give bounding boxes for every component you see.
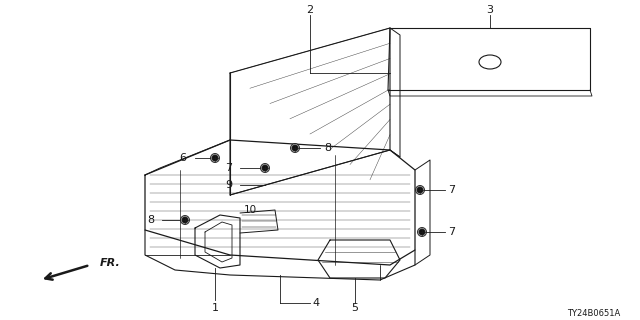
Text: TY24B0651A: TY24B0651A bbox=[567, 308, 620, 317]
Circle shape bbox=[260, 164, 269, 172]
Text: 7: 7 bbox=[449, 227, 456, 237]
Text: 9: 9 bbox=[225, 180, 232, 190]
Circle shape bbox=[262, 165, 268, 171]
Text: 3: 3 bbox=[486, 5, 493, 15]
Text: 7: 7 bbox=[225, 163, 232, 173]
Text: 10: 10 bbox=[243, 205, 257, 215]
Text: 8: 8 bbox=[324, 143, 332, 153]
Circle shape bbox=[415, 186, 424, 195]
Circle shape bbox=[417, 228, 426, 236]
Text: 4: 4 bbox=[312, 298, 319, 308]
Circle shape bbox=[291, 143, 300, 153]
Text: 5: 5 bbox=[351, 303, 358, 313]
Text: 7: 7 bbox=[449, 185, 456, 195]
Text: 8: 8 bbox=[147, 215, 154, 225]
Circle shape bbox=[211, 154, 220, 163]
Circle shape bbox=[419, 229, 425, 235]
Circle shape bbox=[180, 215, 189, 225]
Text: 6: 6 bbox=[179, 153, 186, 163]
Circle shape bbox=[292, 145, 298, 151]
Text: FR.: FR. bbox=[100, 258, 121, 268]
Circle shape bbox=[417, 187, 423, 193]
Text: 2: 2 bbox=[307, 5, 314, 15]
Circle shape bbox=[212, 155, 218, 161]
Circle shape bbox=[182, 217, 188, 223]
Text: 1: 1 bbox=[211, 303, 218, 313]
